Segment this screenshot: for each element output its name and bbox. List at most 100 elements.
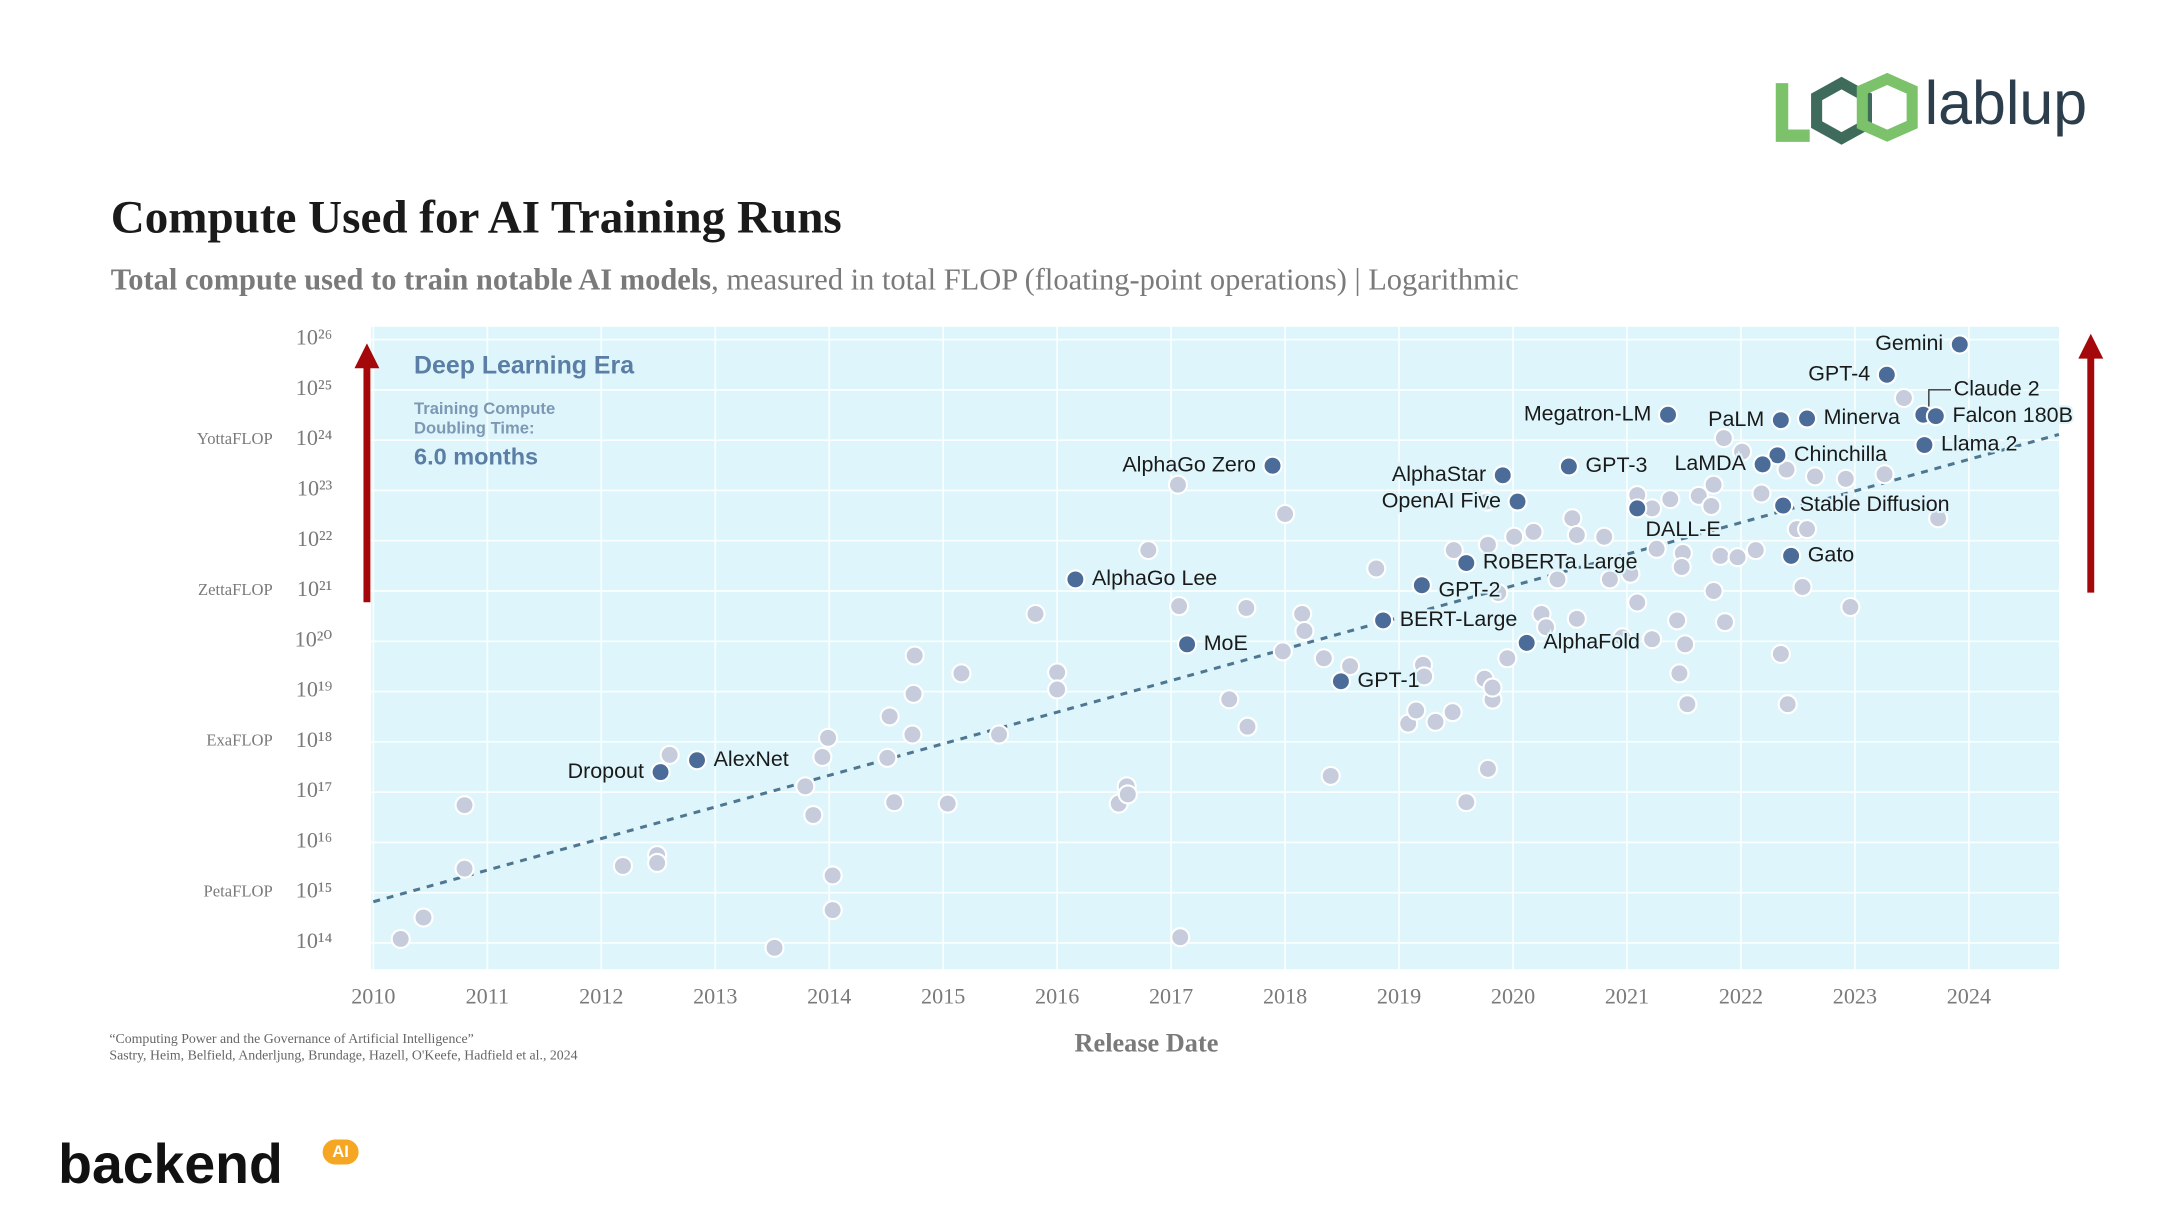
point <box>1425 711 1446 732</box>
y-tick-label: 10²⁴ <box>296 425 333 450</box>
point <box>413 907 434 928</box>
point <box>1646 538 1667 559</box>
point <box>1566 608 1587 629</box>
point <box>1117 784 1138 805</box>
x-tick-label: 2014 <box>807 983 851 1008</box>
point-label: Minerva <box>1824 405 1900 429</box>
point <box>822 865 843 886</box>
point <box>454 795 475 816</box>
point <box>1138 540 1159 561</box>
point <box>1701 495 1722 517</box>
unit-label: PetaFLOP <box>204 881 273 900</box>
point <box>1677 694 1698 715</box>
point <box>1482 677 1503 698</box>
lablup-icon <box>1775 72 1918 145</box>
doubling-label: Doubling Time: <box>414 419 535 438</box>
point <box>1732 441 1753 462</box>
point <box>1928 508 1949 529</box>
y-tick-label: 10¹⁸ <box>296 727 333 752</box>
point-label: Megatron-LM <box>1524 401 1652 425</box>
y-tick-label: 10¹⁵ <box>296 878 333 903</box>
point <box>1443 540 1464 561</box>
x-tick-label: 2015 <box>921 983 965 1008</box>
point-label: GPT-1 <box>1358 668 1420 692</box>
y-tick-label: 10¹⁹ <box>296 677 333 702</box>
model-point <box>1949 334 1970 355</box>
point <box>1874 464 1895 485</box>
point <box>1840 596 1861 618</box>
model-point <box>1781 545 1802 566</box>
y-tick-label: 10²³ <box>297 476 333 501</box>
y-tick-label: 10¹⁶ <box>296 827 333 852</box>
model-point <box>1411 575 1432 596</box>
point <box>1713 428 1734 449</box>
point <box>1671 556 1692 578</box>
model-point <box>1065 569 1086 590</box>
x-tick-label: 2011 <box>466 983 509 1008</box>
point <box>659 744 680 765</box>
point <box>1167 474 1188 495</box>
point <box>1456 792 1477 813</box>
source: Sastry, Heim, Belfield, Anderljung, Brun… <box>109 1048 577 1063</box>
y-tick-label: 10²¹ <box>297 576 332 601</box>
point <box>1751 483 1772 504</box>
point <box>951 663 972 684</box>
x-tick-label: 2020 <box>1491 983 1535 1008</box>
point <box>1523 521 1544 542</box>
point <box>1025 603 1046 624</box>
model-point <box>1797 408 1818 429</box>
point-label: Gato <box>1808 543 1855 567</box>
model-point <box>1262 455 1283 476</box>
point <box>1237 716 1258 737</box>
point-label: GPT-2 <box>1438 577 1500 601</box>
point <box>647 852 668 873</box>
logo-badge: AI <box>332 1142 349 1161</box>
era-label: Deep Learning Era <box>414 352 635 380</box>
point <box>1442 702 1463 723</box>
grid <box>371 326 2059 970</box>
logo-badge-bg <box>322 1139 359 1165</box>
point-label: Falcon 180B <box>1952 403 2072 427</box>
x-tick-label: 2024 <box>1947 983 1991 1008</box>
point <box>1714 612 1736 633</box>
point <box>1599 569 1620 590</box>
point <box>1566 524 1587 546</box>
point <box>1627 592 1648 613</box>
model-point <box>1773 495 1794 516</box>
point <box>1660 489 1681 510</box>
point <box>937 793 958 814</box>
point <box>988 724 1010 745</box>
point <box>818 727 839 748</box>
point <box>1835 468 1856 489</box>
model-point <box>1373 610 1394 631</box>
point <box>612 855 633 876</box>
model-point <box>1914 434 1935 456</box>
x-tick-label: 2021 <box>1605 983 1649 1008</box>
subtitle-rest: , measured in total FLOP (floating-point… <box>711 262 1519 296</box>
y-tick-label: 10¹⁴ <box>296 928 333 953</box>
point <box>1804 466 1826 487</box>
point <box>454 858 475 879</box>
point <box>1170 927 1191 948</box>
model-point <box>1558 456 1579 477</box>
point-label: OpenAI Five <box>1382 488 1501 512</box>
model-point <box>1456 552 1477 574</box>
model-point <box>1177 634 1198 655</box>
y-tick-label: 10²⁵ <box>296 375 333 400</box>
unit-label: ZettaFLOP <box>198 580 273 599</box>
point <box>1272 641 1293 662</box>
point <box>795 776 816 797</box>
point <box>1047 662 1068 683</box>
doubling-value: 6.0 months <box>414 444 538 470</box>
point <box>1667 610 1688 631</box>
point <box>1504 526 1525 547</box>
point <box>1236 597 1257 618</box>
subtitle-bold: Total compute used to train notable AI m… <box>111 262 712 296</box>
model-point <box>1516 632 1537 653</box>
x-tick-label: 2012 <box>579 983 623 1008</box>
point <box>904 645 925 666</box>
point <box>1710 545 1731 566</box>
point <box>1169 596 1190 617</box>
point <box>1669 663 1690 684</box>
point-label: AlexNet <box>714 747 789 771</box>
